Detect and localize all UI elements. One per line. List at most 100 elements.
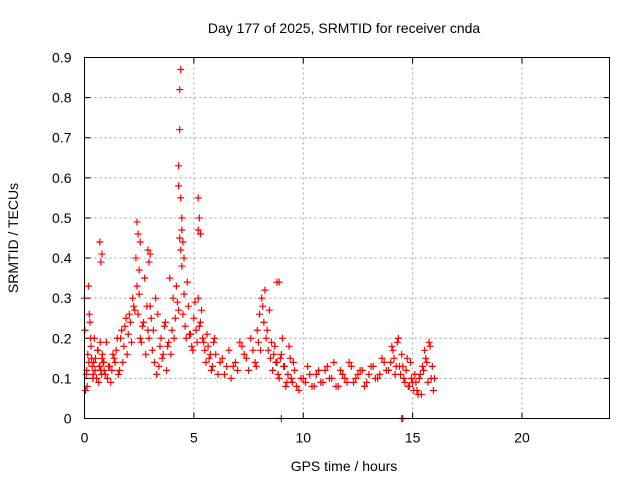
data-point bbox=[142, 350, 150, 358]
data-point bbox=[112, 346, 120, 354]
data-point bbox=[137, 338, 145, 346]
data-point bbox=[125, 310, 133, 318]
data-point bbox=[114, 370, 122, 378]
data-point bbox=[163, 366, 171, 374]
data-point bbox=[410, 386, 418, 394]
data-point bbox=[392, 362, 400, 370]
data-point bbox=[312, 370, 320, 378]
data-point bbox=[218, 354, 226, 362]
data-point bbox=[275, 278, 283, 286]
data-point bbox=[332, 382, 340, 390]
data-point bbox=[399, 362, 407, 370]
data-point bbox=[148, 346, 156, 354]
data-point bbox=[328, 374, 336, 382]
data-point bbox=[256, 310, 263, 318]
data-point bbox=[141, 274, 149, 282]
chart-title: Day 177 of 2025, SRMTID for receiver cnd… bbox=[208, 20, 481, 36]
data-point bbox=[176, 234, 184, 242]
data-point bbox=[153, 370, 161, 378]
data-point bbox=[98, 250, 106, 258]
data-point bbox=[194, 194, 202, 202]
data-point bbox=[376, 370, 384, 378]
data-point bbox=[425, 338, 433, 346]
data-point bbox=[262, 334, 270, 342]
data-point bbox=[385, 366, 393, 374]
x-axis-label: GPS time / hours bbox=[291, 458, 398, 474]
data-point bbox=[336, 366, 344, 374]
data-point bbox=[422, 354, 430, 362]
data-point bbox=[179, 238, 187, 246]
data-point bbox=[176, 126, 184, 134]
data-point bbox=[175, 182, 183, 190]
data-point bbox=[406, 358, 414, 366]
data-point bbox=[387, 358, 395, 366]
data-point bbox=[251, 358, 259, 366]
data-point bbox=[301, 378, 309, 386]
data-point bbox=[234, 366, 242, 374]
data-point bbox=[225, 346, 233, 354]
data-point bbox=[418, 362, 426, 370]
data-point bbox=[171, 314, 179, 322]
data-point bbox=[420, 366, 428, 374]
plot-frame bbox=[84, 57, 610, 419]
data-point bbox=[121, 322, 129, 330]
x-tick-label: 20 bbox=[514, 430, 530, 446]
data-point bbox=[133, 218, 141, 226]
data-point bbox=[82, 370, 90, 378]
data-point bbox=[398, 350, 406, 358]
data-point bbox=[310, 382, 318, 390]
data-point bbox=[429, 386, 437, 394]
data-point bbox=[90, 358, 98, 366]
data-point bbox=[211, 334, 219, 342]
data-point bbox=[319, 378, 327, 386]
data-point bbox=[86, 318, 94, 326]
data-point bbox=[175, 162, 183, 170]
data-point bbox=[423, 358, 431, 366]
data-point bbox=[282, 382, 290, 390]
data-point bbox=[400, 374, 408, 382]
data-point bbox=[403, 354, 411, 362]
data-point bbox=[293, 382, 301, 390]
data-point bbox=[95, 362, 103, 370]
data-point bbox=[190, 314, 198, 322]
data-point bbox=[323, 362, 331, 370]
y-tick-label: 0.3 bbox=[52, 290, 72, 306]
data-point bbox=[151, 358, 158, 366]
data-point bbox=[152, 294, 160, 302]
data-point bbox=[321, 366, 329, 374]
data-point bbox=[110, 354, 118, 362]
data-point bbox=[173, 298, 181, 306]
data-point bbox=[306, 370, 314, 378]
x-tick-label: 5 bbox=[190, 430, 198, 446]
data-point bbox=[341, 374, 349, 382]
data-point bbox=[135, 290, 143, 298]
data-point bbox=[108, 366, 116, 374]
data-point bbox=[389, 346, 397, 354]
data-point bbox=[149, 326, 157, 334]
data-point bbox=[412, 378, 420, 386]
data-point bbox=[167, 350, 175, 358]
data-point bbox=[268, 338, 276, 346]
data-point bbox=[227, 374, 235, 382]
data-point bbox=[96, 338, 104, 346]
data-point bbox=[159, 350, 167, 358]
data-point bbox=[172, 282, 180, 290]
data-point bbox=[371, 374, 379, 382]
data-point bbox=[180, 254, 188, 262]
data-point bbox=[207, 366, 215, 374]
data-point bbox=[415, 374, 423, 382]
data-point bbox=[124, 330, 132, 338]
data-point bbox=[380, 358, 388, 366]
data-point bbox=[84, 282, 92, 290]
data-point bbox=[269, 366, 277, 374]
data-point bbox=[347, 362, 355, 370]
data-point bbox=[180, 290, 188, 298]
data-point bbox=[259, 302, 267, 310]
data-point bbox=[147, 314, 155, 322]
data-point bbox=[187, 330, 195, 338]
data-point bbox=[330, 358, 338, 366]
y-tick-label: 0.7 bbox=[52, 130, 72, 146]
data-point bbox=[265, 306, 273, 314]
data-point bbox=[126, 318, 134, 326]
